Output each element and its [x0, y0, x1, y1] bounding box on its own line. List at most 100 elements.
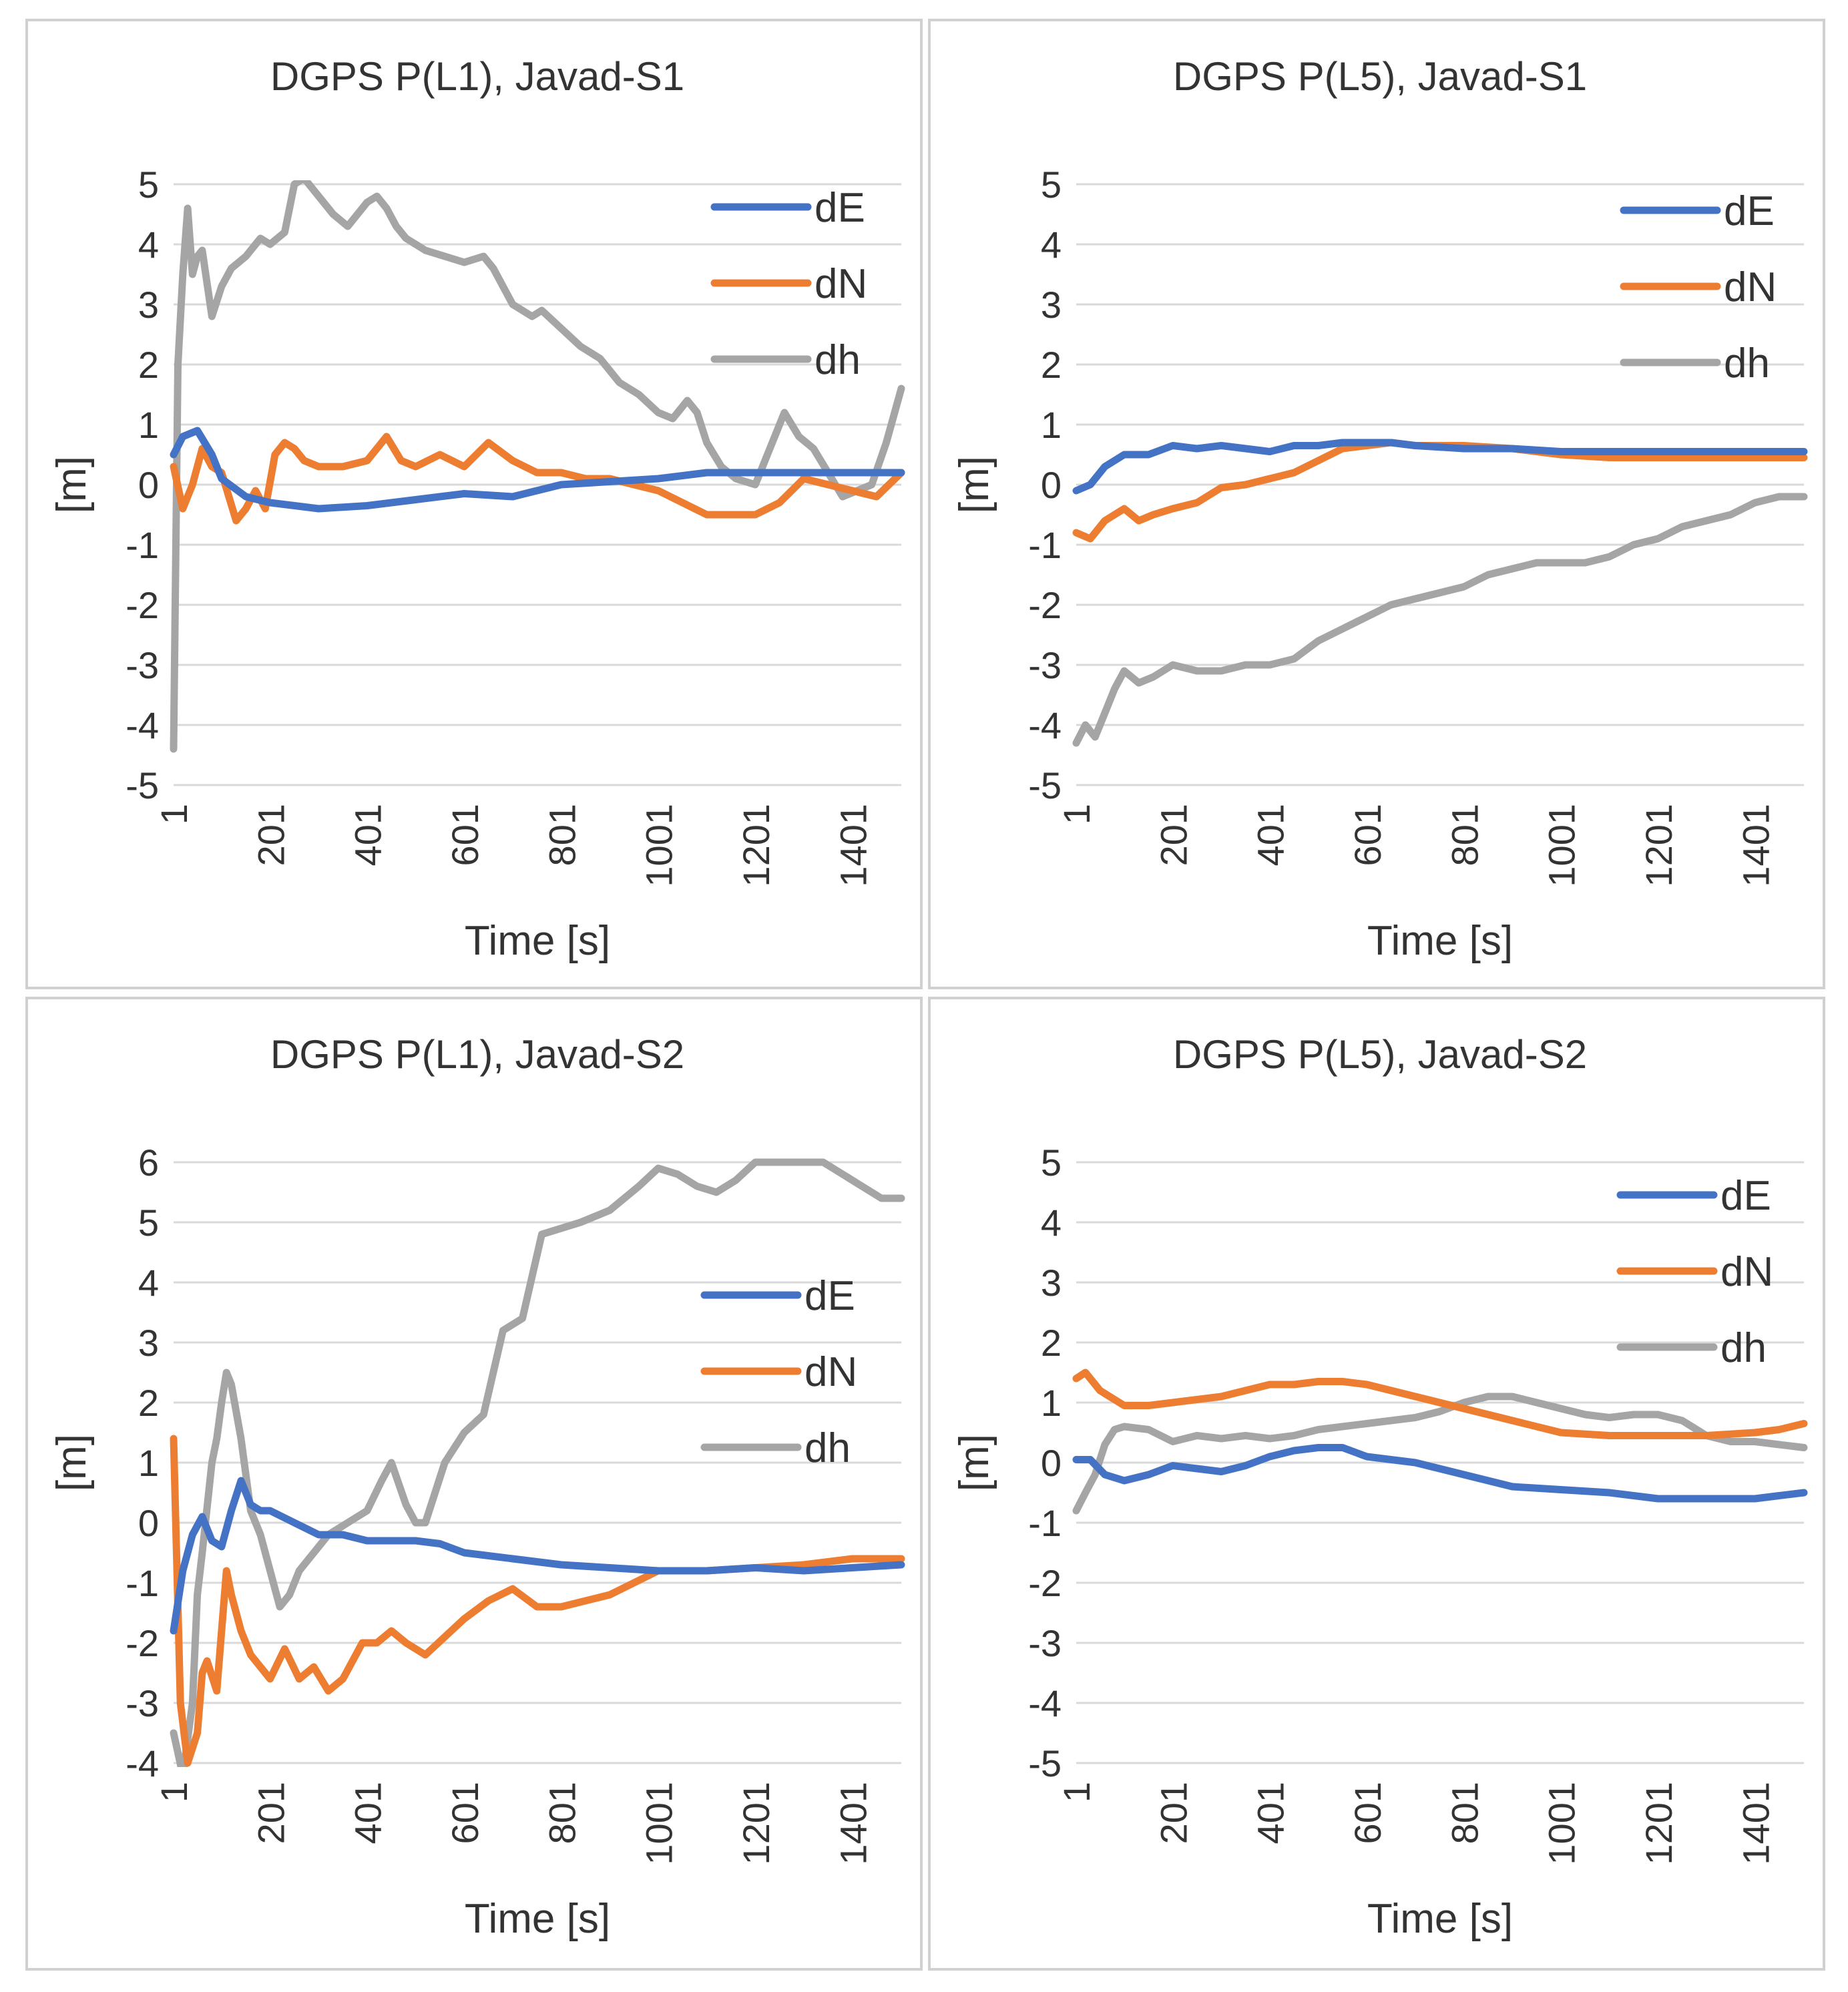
x-tick-label: 201 — [1152, 804, 1194, 866]
series-line-dN — [170, 1435, 905, 1767]
x-tick-label: 201 — [250, 1782, 292, 1844]
y-tick-label: -3 — [126, 644, 159, 686]
series-line-dN — [1072, 1368, 1808, 1439]
series-line-dE — [1072, 1444, 1808, 1503]
y-tick-label: 2 — [1041, 1322, 1062, 1364]
legend-label-dE: dE — [1724, 188, 1775, 234]
x-tick-label: 1401 — [1735, 1782, 1777, 1865]
chart-title: DGPS P(L5), Javad-S1 — [1173, 54, 1587, 99]
y-tick-label: 3 — [138, 1322, 159, 1364]
x-tick-label: 801 — [541, 804, 583, 866]
y-tick-label: -2 — [126, 1622, 159, 1664]
x-tick-label: 401 — [347, 804, 389, 866]
y-tick-label: 3 — [138, 284, 159, 326]
x-tick-label: 1 — [153, 1782, 195, 1802]
y-tick-label: 5 — [138, 164, 159, 206]
y-tick-label: -3 — [1028, 1622, 1062, 1664]
y-tick-label: -2 — [1028, 1562, 1062, 1604]
y-tick-label: 1 — [1041, 1382, 1062, 1424]
x-axis-label: Time [s] — [1367, 1896, 1513, 1942]
y-tick-label: 5 — [1041, 164, 1062, 206]
legend-label-dN: dN — [1720, 1249, 1773, 1295]
series-line-dN — [170, 433, 905, 525]
series-line-dh — [170, 180, 905, 753]
y-tick-label: 4 — [138, 224, 159, 266]
chart-title: DGPS P(L1), Javad-S2 — [270, 1032, 684, 1077]
x-tick-label: 1401 — [832, 1782, 874, 1865]
y-tick-label: 4 — [138, 1262, 159, 1304]
y-tick-label: -2 — [1028, 584, 1062, 626]
legend-label-dN: dN — [1724, 264, 1777, 310]
y-tick-label: -4 — [126, 1742, 159, 1784]
y-tick-label: 2 — [1041, 344, 1062, 386]
x-tick-label: 601 — [1347, 1782, 1389, 1844]
x-tick-label: 801 — [1443, 1782, 1485, 1844]
x-tick-label: 1 — [1056, 804, 1098, 824]
x-tick-label: 1201 — [735, 1782, 777, 1865]
x-tick-label: 1 — [1056, 1782, 1098, 1802]
legend-label-dh: dh — [1720, 1325, 1767, 1371]
y-tick-label: -1 — [1028, 1502, 1062, 1544]
x-tick-label: 401 — [1250, 1782, 1292, 1844]
y-tick-label: -1 — [126, 1562, 159, 1604]
y-tick-label: 0 — [138, 464, 159, 506]
y-tick-label: -4 — [1028, 1682, 1062, 1724]
legend-label-dE: dE — [815, 185, 865, 231]
y-tick-label: -4 — [1028, 704, 1062, 746]
y-tick-label: 0 — [138, 1502, 159, 1544]
x-tick-label: 401 — [347, 1782, 389, 1844]
series-line-dE — [1072, 439, 1808, 495]
series-line-dE — [170, 427, 905, 513]
x-axis-label: Time [s] — [1367, 918, 1513, 964]
x-tick-label: 201 — [250, 804, 292, 866]
chart-title: DGPS P(L1), Javad-S1 — [270, 54, 684, 99]
x-tick-label: 1401 — [1735, 804, 1777, 887]
series-line-dN — [1072, 439, 1808, 543]
y-tick-label: 1 — [1041, 404, 1062, 446]
legend-label-dN: dN — [804, 1349, 857, 1395]
legend-label-dE: dE — [804, 1273, 855, 1319]
x-axis-label: Time [s] — [465, 1896, 610, 1942]
x-tick-label: 1001 — [1541, 804, 1583, 887]
x-tick-label: 201 — [1152, 1782, 1194, 1844]
y-axis-label: [m] — [49, 1434, 95, 1491]
x-tick-label: 601 — [444, 1782, 486, 1844]
y-axis-label: [m] — [49, 456, 95, 513]
y-tick-label: 5 — [138, 1202, 159, 1244]
series-line-dh — [1072, 1393, 1808, 1515]
y-tick-label: -3 — [126, 1682, 159, 1724]
y-tick-label: -5 — [1028, 1742, 1062, 1784]
y-tick-label: 1 — [138, 1442, 159, 1484]
y-tick-label: -2 — [126, 584, 159, 626]
y-tick-label: -3 — [1028, 644, 1062, 686]
legend-label-dh: dh — [815, 337, 861, 383]
panel-frame — [928, 19, 1825, 989]
y-tick-label: -5 — [126, 764, 159, 806]
y-tick-label: -4 — [126, 704, 159, 746]
y-tick-label: 2 — [138, 1382, 159, 1424]
y-tick-label: -1 — [126, 524, 159, 566]
x-tick-label: 1001 — [638, 804, 680, 887]
y-tick-label: 4 — [1041, 224, 1062, 266]
x-tick-label: 1 — [153, 804, 195, 824]
x-tick-label: 1201 — [1638, 1782, 1680, 1865]
x-tick-label: 1201 — [1638, 804, 1680, 887]
y-tick-label: -1 — [1028, 524, 1062, 566]
series-line-dh — [170, 1158, 905, 1767]
x-axis-label: Time [s] — [465, 918, 610, 964]
x-tick-label: 601 — [1347, 804, 1389, 866]
y-tick-label: 6 — [138, 1142, 159, 1184]
y-tick-label: 2 — [138, 344, 159, 386]
y-tick-label: 3 — [1041, 284, 1062, 326]
legend-label-dE: dE — [1720, 1173, 1771, 1219]
chart-title: DGPS P(L5), Javad-S2 — [1173, 1032, 1587, 1077]
y-tick-label: 0 — [1041, 1442, 1062, 1484]
y-tick-label: 3 — [1041, 1262, 1062, 1304]
x-tick-label: 1001 — [638, 1782, 680, 1865]
x-tick-label: 1401 — [832, 804, 874, 887]
